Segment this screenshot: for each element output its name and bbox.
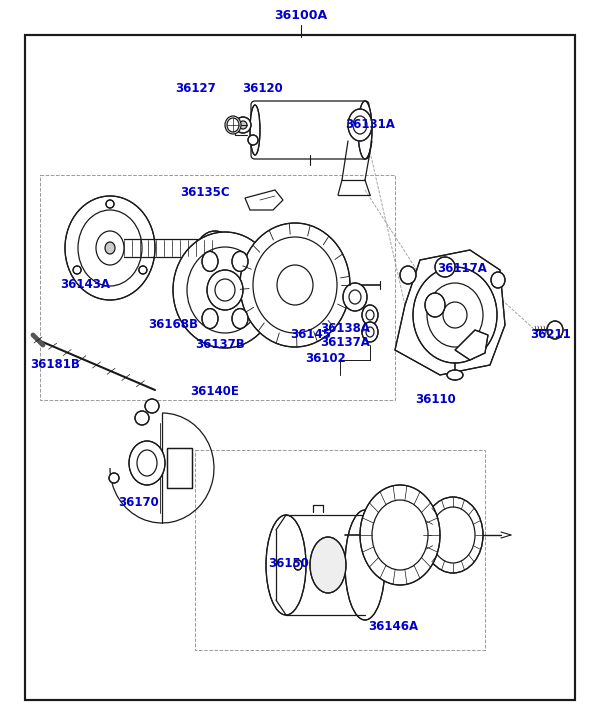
Text: 36127: 36127 xyxy=(175,82,216,95)
Text: 36168B: 36168B xyxy=(148,318,198,331)
Ellipse shape xyxy=(145,399,159,413)
Ellipse shape xyxy=(360,485,440,585)
Polygon shape xyxy=(395,250,505,375)
Ellipse shape xyxy=(240,223,350,347)
Text: 36110: 36110 xyxy=(415,393,456,406)
Text: 36150: 36150 xyxy=(268,557,309,570)
Text: 36211: 36211 xyxy=(530,328,571,341)
Ellipse shape xyxy=(135,411,149,425)
Bar xyxy=(195,450,485,650)
Ellipse shape xyxy=(235,117,251,133)
Ellipse shape xyxy=(225,116,241,134)
Bar xyxy=(40,175,395,400)
Ellipse shape xyxy=(239,121,247,129)
Text: 36138A: 36138A xyxy=(320,322,370,335)
Ellipse shape xyxy=(202,252,218,271)
Ellipse shape xyxy=(65,196,155,300)
Text: 36146A: 36146A xyxy=(368,620,418,633)
Ellipse shape xyxy=(468,288,478,298)
Text: 36170: 36170 xyxy=(118,496,159,509)
Ellipse shape xyxy=(232,252,248,271)
Text: 36140E: 36140E xyxy=(190,385,239,398)
Text: 36137B: 36137B xyxy=(195,338,245,351)
Ellipse shape xyxy=(250,105,260,155)
Ellipse shape xyxy=(343,283,367,311)
Ellipse shape xyxy=(348,109,372,141)
Text: 36102: 36102 xyxy=(305,352,346,365)
Ellipse shape xyxy=(105,242,115,254)
Bar xyxy=(167,448,192,488)
Polygon shape xyxy=(455,330,488,360)
Ellipse shape xyxy=(202,308,218,329)
Ellipse shape xyxy=(232,308,248,329)
Text: 36135C: 36135C xyxy=(180,186,229,199)
Ellipse shape xyxy=(362,305,378,325)
Ellipse shape xyxy=(248,135,258,145)
Ellipse shape xyxy=(435,257,455,277)
Ellipse shape xyxy=(129,441,165,485)
Ellipse shape xyxy=(266,515,306,615)
Ellipse shape xyxy=(491,272,505,288)
Ellipse shape xyxy=(109,473,119,483)
Ellipse shape xyxy=(447,370,463,380)
Ellipse shape xyxy=(207,270,243,310)
Ellipse shape xyxy=(173,232,277,348)
Ellipse shape xyxy=(310,537,346,593)
Ellipse shape xyxy=(446,307,458,323)
Text: 36131A: 36131A xyxy=(345,118,395,131)
Ellipse shape xyxy=(345,510,385,620)
Text: 36181B: 36181B xyxy=(30,358,80,371)
Ellipse shape xyxy=(294,560,302,570)
Ellipse shape xyxy=(547,321,563,339)
Ellipse shape xyxy=(139,266,147,274)
Text: 36120: 36120 xyxy=(242,82,283,95)
Polygon shape xyxy=(245,190,283,210)
Bar xyxy=(167,448,192,488)
Ellipse shape xyxy=(425,293,445,317)
FancyBboxPatch shape xyxy=(251,101,369,159)
Ellipse shape xyxy=(423,497,483,573)
Ellipse shape xyxy=(413,267,497,363)
Ellipse shape xyxy=(467,336,483,354)
Text: 36100A: 36100A xyxy=(275,9,327,22)
Ellipse shape xyxy=(400,266,416,284)
Ellipse shape xyxy=(362,322,378,342)
Ellipse shape xyxy=(195,231,235,279)
Text: 36143A: 36143A xyxy=(60,278,110,291)
Ellipse shape xyxy=(106,200,114,208)
Text: 36117A: 36117A xyxy=(437,262,487,275)
Text: 36137A: 36137A xyxy=(320,336,370,349)
Text: 36145: 36145 xyxy=(290,328,331,341)
Ellipse shape xyxy=(358,101,372,159)
Ellipse shape xyxy=(73,266,81,274)
